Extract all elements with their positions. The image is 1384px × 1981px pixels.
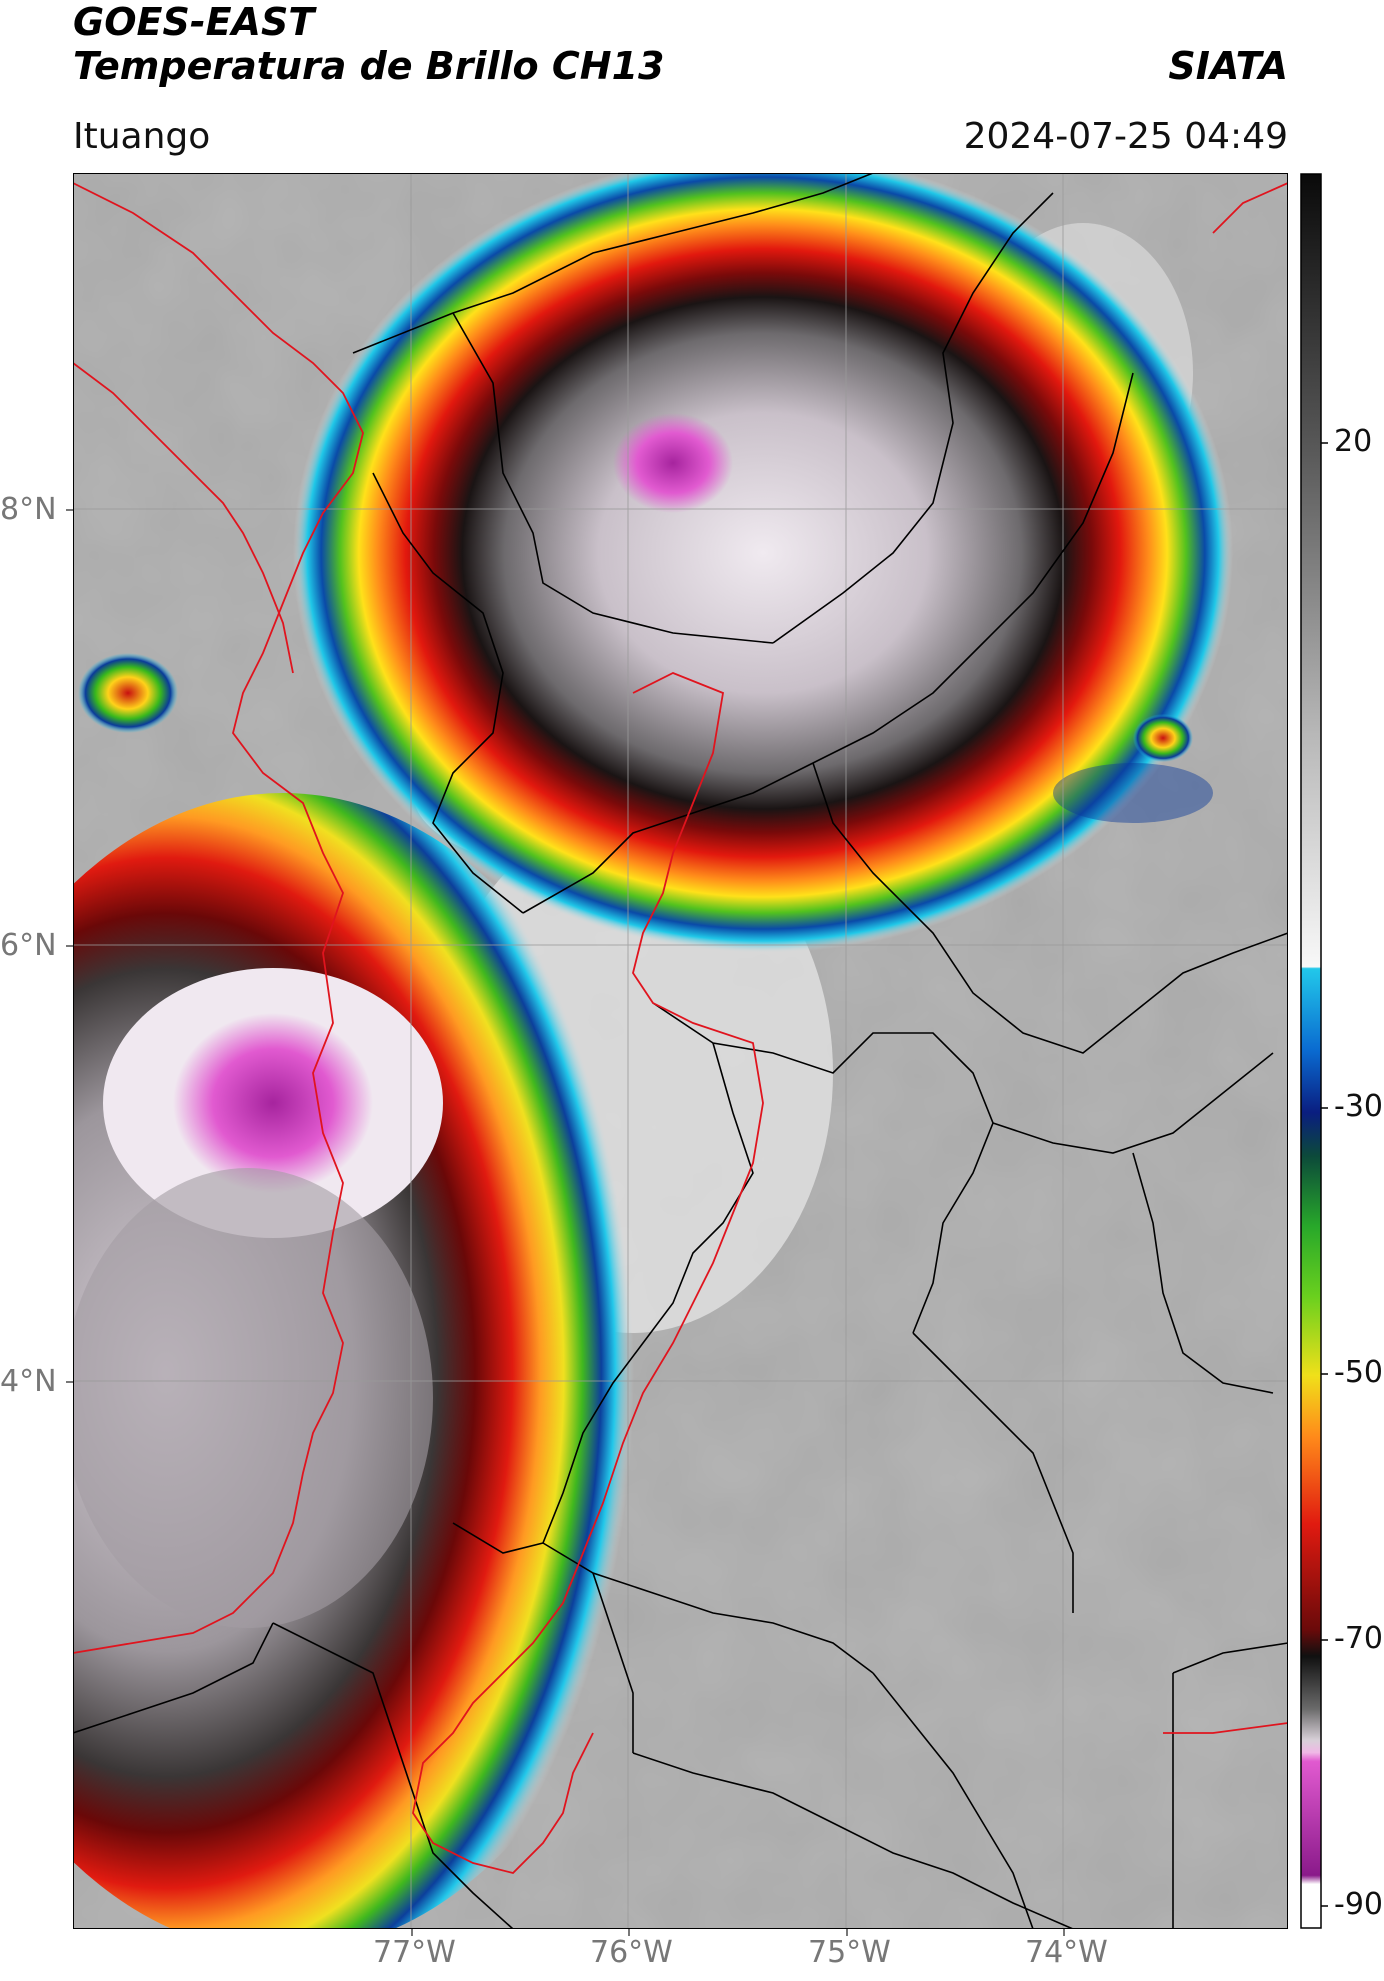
datetime-label: 2024-07-25 04:49: [963, 116, 1288, 157]
colorbar-tick-20: 20: [1334, 424, 1373, 459]
product-title: Temperatura de Brillo CH13: [73, 44, 665, 88]
cold-top-north: [613, 413, 733, 513]
lat-tick-6n: [66, 945, 73, 947]
storm-north: [293, 153, 1233, 953]
lon-tick-77w: [411, 1929, 413, 1936]
satellite-map[interactable]: [0, 153, 1289, 1953]
colorbar-tick-minus50: -50: [1334, 1355, 1383, 1390]
national-borders: [72, 182, 1289, 1874]
colorbar-tick-minus30: -30: [1334, 1089, 1383, 1124]
map-canvas: [0, 153, 1289, 1953]
colorbar: [1300, 173, 1384, 1929]
satellite-title: GOES-EAST: [73, 0, 315, 44]
graticule: [73, 173, 1288, 1929]
lon-label-74w: 74°W: [1025, 1935, 1108, 1970]
lat-label-4n: 4°N: [0, 1364, 57, 1399]
small-cell-east: [1133, 714, 1193, 762]
small-cell-band: [1053, 763, 1213, 823]
lon-tick-74w: [1063, 1929, 1065, 1936]
lat-tick-8n: [66, 509, 73, 511]
colorbar-gradient: [1300, 173, 1322, 1929]
department-borders: [72, 172, 1289, 1930]
region-label: Ituango: [73, 116, 211, 157]
colorbar-svg: [1300, 173, 1328, 1929]
cold-top-south: [173, 1013, 373, 1193]
colorbar-tick-minus70: -70: [1334, 1621, 1383, 1656]
small-cell-west: [78, 653, 178, 733]
lon-label-75w: 75°W: [808, 1935, 891, 1970]
lat-label-6n: 6°N: [0, 928, 57, 963]
lon-tick-76w: [628, 1929, 630, 1936]
colorbar-ticks: [1321, 442, 1328, 1907]
lat-label-8n: 8°N: [0, 492, 57, 527]
lon-label-77w: 77°W: [373, 1935, 456, 1970]
lon-tick-75w: [846, 1929, 848, 1936]
organization-label: SIATA: [1168, 44, 1288, 88]
storm-south-inner: [63, 1168, 433, 1628]
lat-tick-4n: [66, 1381, 73, 1383]
colorbar-tick-minus90: -90: [1334, 1887, 1383, 1922]
lon-label-76w: 76°W: [590, 1935, 673, 1970]
